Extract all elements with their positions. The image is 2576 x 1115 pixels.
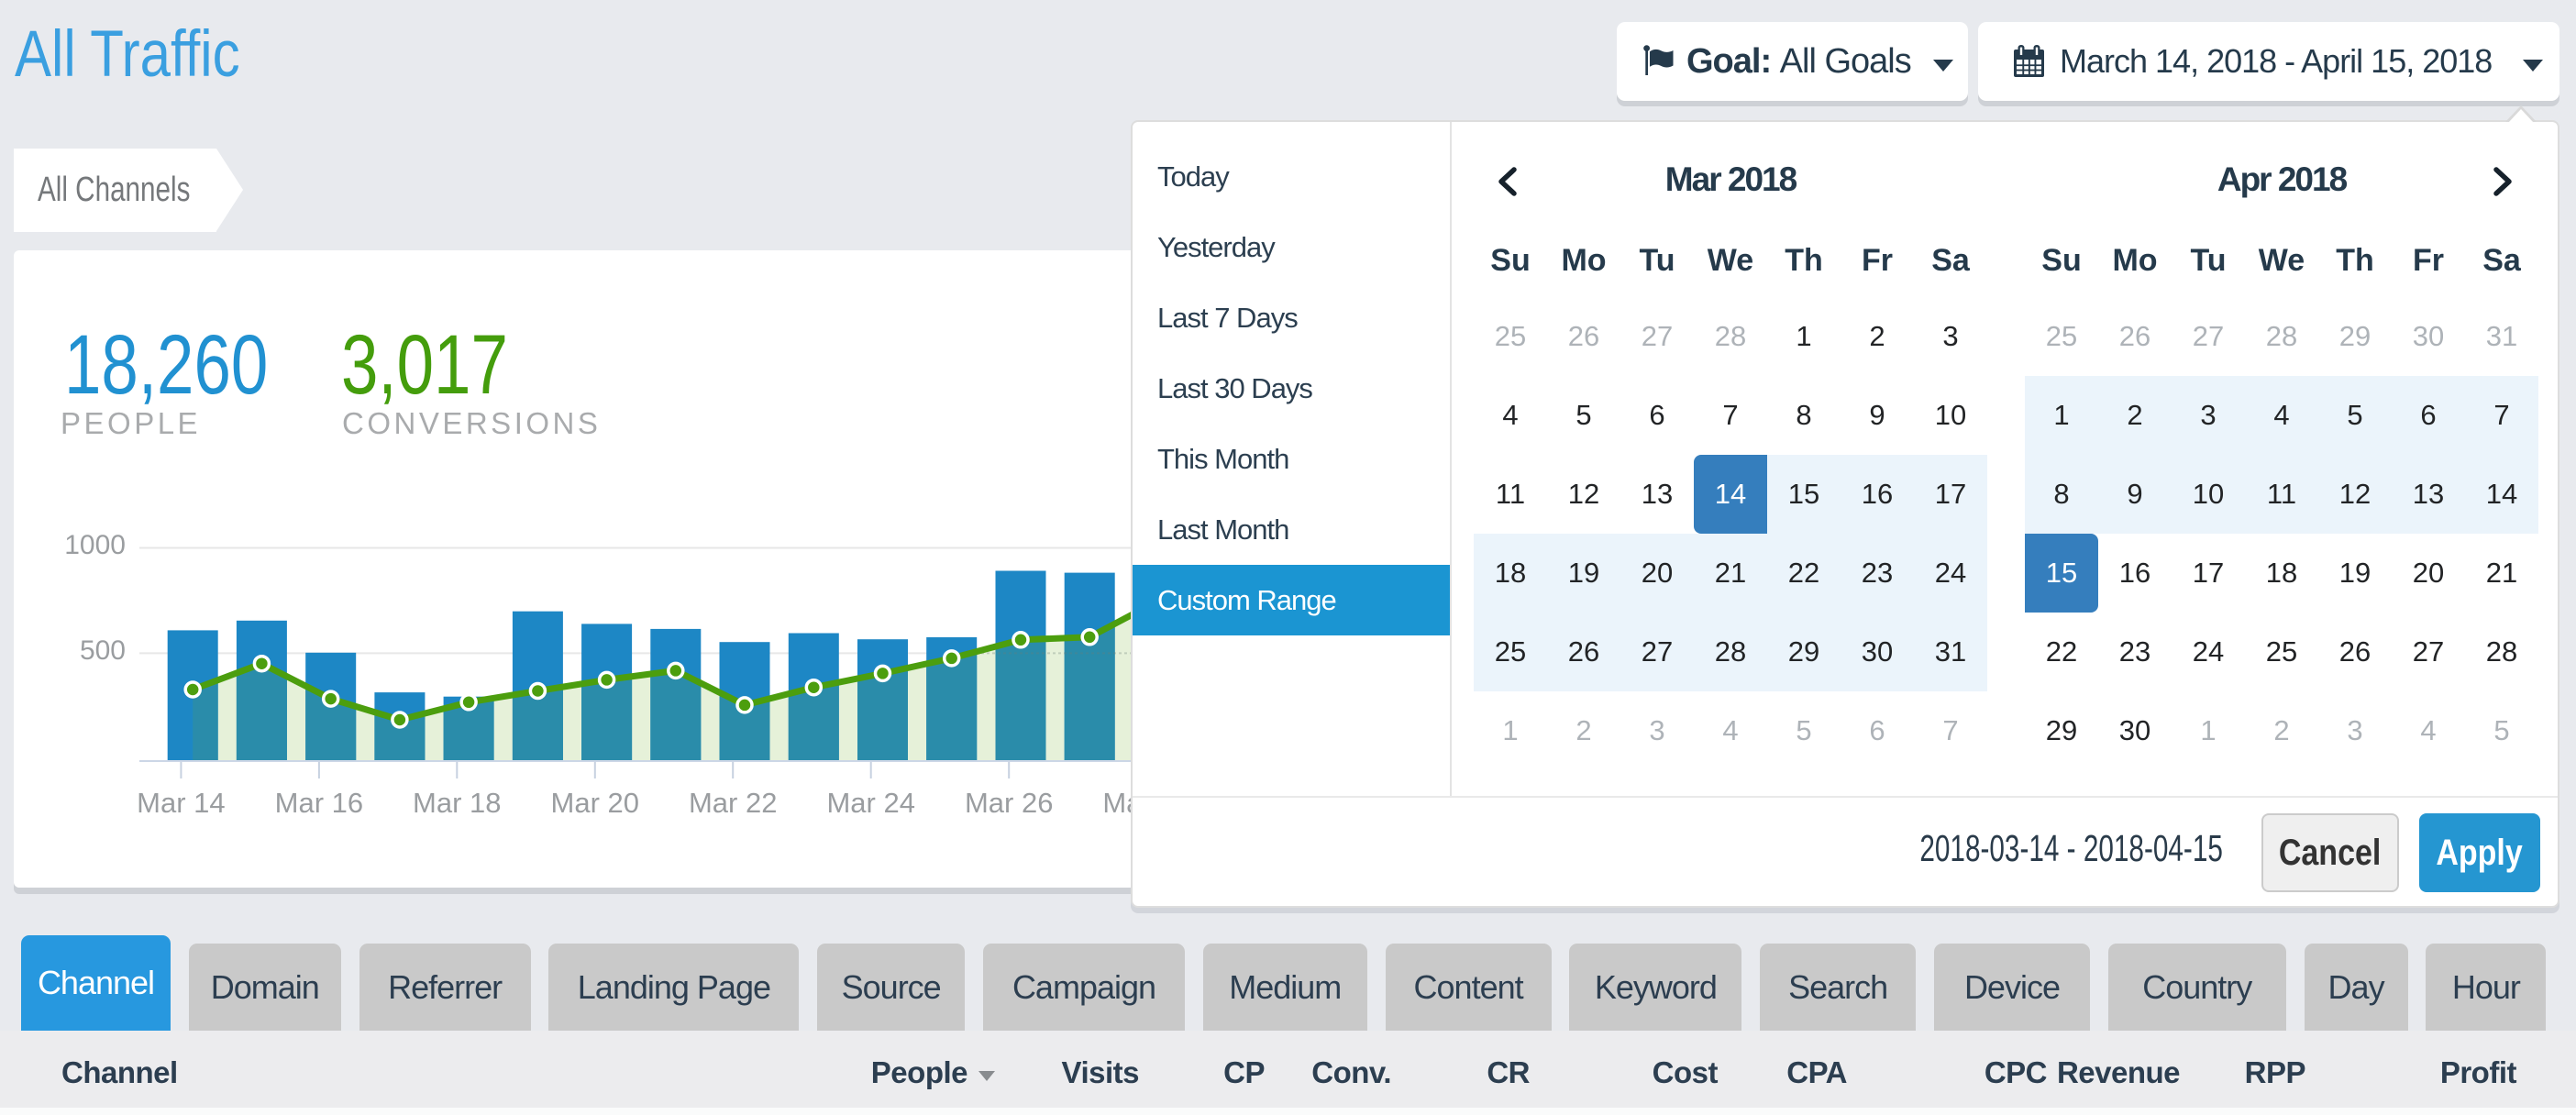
svg-text:Mar 16: Mar 16 [275, 787, 363, 819]
svg-text:1000: 1000 [64, 530, 126, 560]
svg-text:500: 500 [80, 635, 126, 666]
svg-text:Mar 20: Mar 20 [551, 787, 639, 819]
svg-text:Mar 26: Mar 26 [965, 787, 1053, 819]
svg-text:Mar 24: Mar 24 [826, 787, 914, 819]
svg-text:Mar 14: Mar 14 [137, 787, 225, 819]
svg-text:Mar 18: Mar 18 [413, 787, 501, 819]
svg-text:Mar 22: Mar 22 [689, 787, 777, 819]
